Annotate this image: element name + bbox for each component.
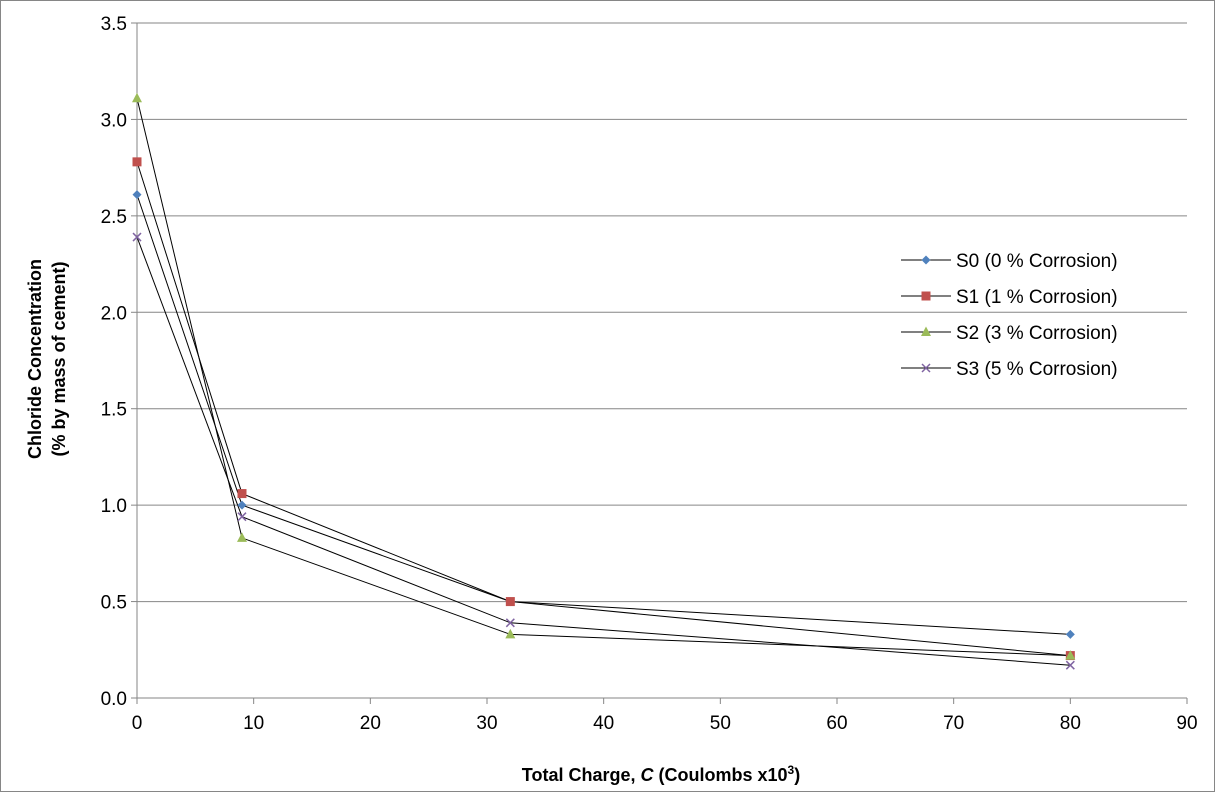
x-tick-label: 40 — [593, 713, 614, 734]
legend-marker — [921, 363, 931, 373]
x-tick-label: 50 — [710, 713, 731, 734]
x-tick-label: 60 — [826, 713, 847, 734]
y-tick-label: 3.5 — [101, 14, 127, 35]
series-markers-3 — [132, 232, 1075, 670]
legend-item: S3 (5 % Corrosion) — [901, 359, 1118, 380]
axes — [131, 22, 1188, 704]
y-tick-label: 1.0 — [101, 496, 127, 517]
legend-label: S3 (5 % Corrosion) — [956, 359, 1118, 380]
data-point — [505, 628, 516, 639]
series-3 — [136, 236, 1071, 666]
legend-marker — [921, 291, 931, 301]
data-point — [132, 92, 142, 103]
legend-item: S1 (1 % Corrosion) — [901, 287, 1118, 308]
series-line — [136, 161, 1071, 657]
legend-item: S2 (3 % Corrosion) — [901, 323, 1118, 344]
x-axis-title: Total Charge, C (Coulombs x103) — [522, 763, 800, 785]
x-tick-label: 10 — [243, 713, 264, 734]
data-point — [237, 500, 247, 510]
data-point — [237, 532, 247, 542]
data-point — [1065, 629, 1075, 639]
data-point — [505, 597, 515, 607]
data-point — [1065, 660, 1075, 670]
series-line — [136, 236, 1071, 666]
series-line — [136, 98, 1071, 657]
series-2 — [136, 98, 1071, 657]
tick-labels: 0.0 0.5 1.0 1.5 2.0 2.5 3.0 3.5 0 10 20 30 40 50 60 70 8… — [101, 14, 1198, 734]
legend: S0 (0 % Corrosion) S1 (1 % Corrosion) S2 (… — [901, 251, 1118, 380]
y-axis-title-line2: (% by mass of cement) — [49, 261, 69, 456]
x-tick-label: 70 — [943, 713, 964, 734]
legend-marker — [921, 326, 931, 336]
data-point — [237, 512, 247, 522]
legend-label: S2 (3 % Corrosion) — [956, 323, 1118, 344]
legend-item: S0 (0 % Corrosion) — [901, 251, 1118, 272]
x-tick-label: 20 — [360, 713, 381, 734]
x-tick-label: 90 — [1176, 713, 1197, 734]
y-tick-label: 3.0 — [101, 110, 127, 131]
data-point — [237, 489, 247, 499]
data-point — [505, 618, 515, 628]
y-tick-label: 0.0 — [101, 689, 127, 710]
legend-marker — [921, 255, 931, 265]
y-tick-label: 1.5 — [101, 400, 127, 421]
y-tick-label: 2.0 — [101, 303, 127, 324]
legend-label: S1 (1 % Corrosion) — [956, 287, 1118, 308]
y-axis-title: Chloride Concentration (% by mass of cem… — [25, 259, 69, 459]
gridlines — [137, 22, 1187, 603]
series-1 — [136, 161, 1071, 657]
data-point — [1065, 650, 1076, 660]
y-axis-title-line1: Chloride Concentration — [25, 259, 45, 459]
x-tick-label: 0 — [132, 713, 143, 734]
series-lines — [132, 92, 1076, 670]
series-markers-2 — [132, 92, 1076, 660]
y-tick-label: 2.5 — [101, 207, 127, 228]
series-0 — [136, 194, 1071, 635]
series-markers-0 — [132, 190, 1075, 639]
series-line — [136, 194, 1071, 635]
x-tick-label: 80 — [1060, 713, 1081, 734]
data-point — [132, 157, 142, 167]
legend-label: S0 (0 % Corrosion) — [956, 251, 1118, 272]
x-tick-label: 30 — [476, 713, 497, 734]
data-point — [132, 190, 142, 200]
y-tick-label: 0.5 — [101, 593, 127, 614]
data-point — [132, 232, 142, 242]
